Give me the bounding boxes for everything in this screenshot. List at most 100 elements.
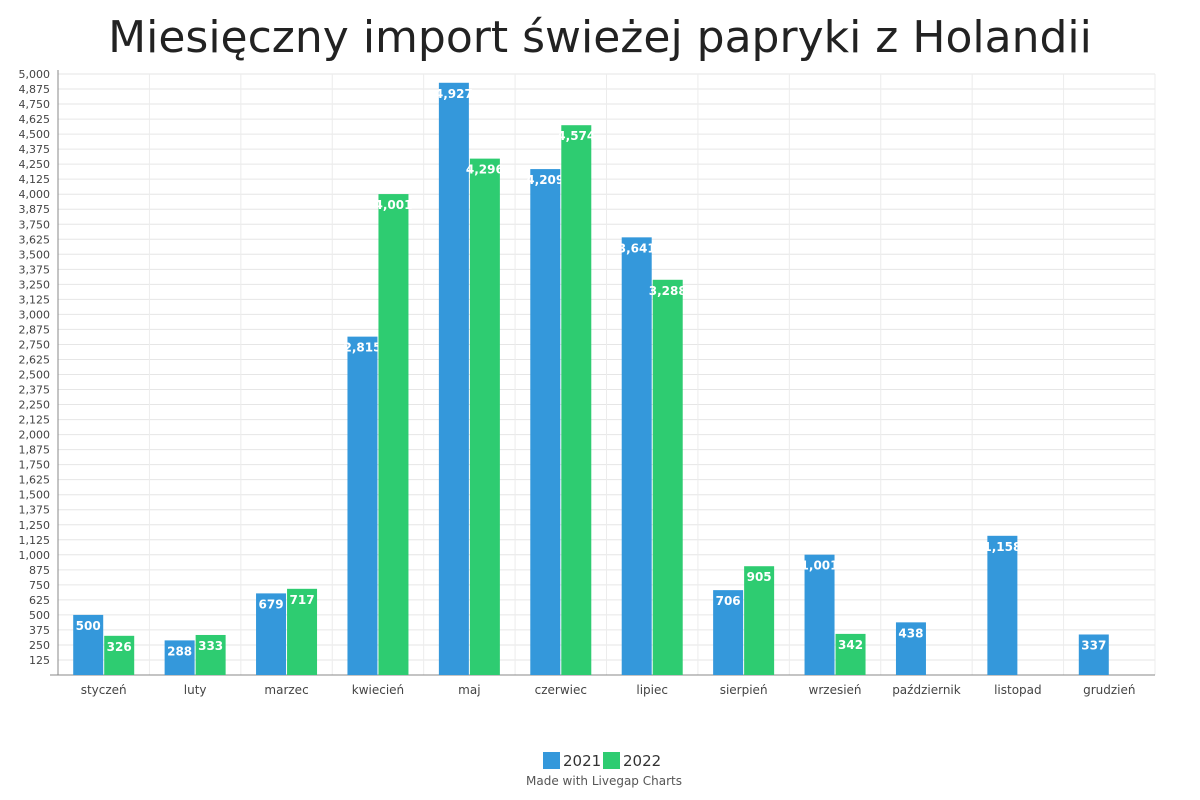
y-tick-label: 2,500 (19, 369, 51, 382)
x-category-label: listopad (994, 683, 1042, 697)
data-label: 438 (898, 626, 923, 640)
data-label: 905 (747, 570, 772, 584)
data-label: 679 (259, 597, 284, 611)
bar-2022-sierpień (744, 566, 775, 675)
legend-swatch-2021 (543, 752, 560, 769)
y-tick-label: 4,125 (19, 173, 51, 186)
bar-2021-październik (895, 622, 926, 675)
y-tick-label: 3,000 (19, 308, 51, 321)
chart-title: Miesięczny import świeżej papryki z Hola… (108, 12, 1092, 63)
axes (50, 70, 1155, 676)
y-tick-label: 3,500 (19, 248, 51, 261)
y-tick-label: 2,000 (19, 429, 51, 442)
y-tick-label: 1,375 (19, 504, 51, 517)
x-category-label: sierpień (720, 683, 768, 697)
bar-2022-kwiecień (378, 194, 409, 675)
data-label: 288 (167, 644, 192, 658)
y-tick-label: 1,000 (19, 549, 51, 562)
x-category-label: marzec (264, 683, 308, 697)
x-category-label: czerwiec (535, 683, 587, 697)
y-tick-label: 4,250 (19, 158, 51, 171)
y-tick-label: 3,375 (19, 263, 51, 276)
y-tick-label: 2,750 (19, 338, 51, 351)
bar-2022-luty (195, 634, 226, 675)
data-label: 706 (716, 594, 741, 608)
y-tick-label: 1,875 (19, 444, 51, 457)
y-tick-label: 750 (29, 579, 50, 592)
y-tick-label: 3,250 (19, 278, 51, 291)
x-category-label: grudzień (1083, 683, 1135, 697)
bars: 500 326 288 333 679 717 2,815 4,001 4,927 4,296 4,… (73, 82, 1109, 676)
legend: 2021 2022 (543, 752, 661, 770)
y-tick-label: 2,875 (19, 323, 51, 336)
x-category-label: styczeń (81, 683, 127, 697)
bar-2022-czerwiec (561, 125, 592, 675)
data-label: 337 (1081, 638, 1106, 652)
data-label: 3,641 (618, 241, 656, 255)
y-axis-ticks: 125 250 375 500 625 750 875 1,000 1,125 1,250 1,37… (19, 68, 51, 667)
data-label: 1,001 (801, 559, 839, 573)
y-tick-label: 375 (29, 624, 50, 637)
y-tick-label: 125 (29, 654, 50, 667)
x-category-label: październik (892, 683, 961, 697)
bar-2022-wrzesień (835, 633, 866, 675)
y-tick-label: 1,625 (19, 474, 51, 487)
data-label: 4,296 (466, 163, 504, 177)
bar-2021-styczeń (73, 614, 104, 675)
y-tick-label: 3,625 (19, 233, 51, 246)
x-category-label: luty (184, 683, 207, 697)
y-tick-label: 500 (29, 609, 50, 622)
y-tick-label: 4,875 (19, 83, 51, 96)
legend-swatch-2022 (603, 752, 620, 769)
y-tick-label: 3,750 (19, 218, 51, 231)
legend-label-2022: 2022 (623, 752, 661, 770)
x-category-label: lipiec (636, 683, 668, 697)
data-label: 342 (838, 638, 863, 652)
bar-2021-sierpień (713, 590, 744, 675)
bar-2022-maj (469, 158, 500, 676)
data-label: 4,001 (374, 198, 412, 212)
y-tick-label: 1,750 (19, 459, 51, 472)
x-axis-categories: styczeń luty marzec kwiecień maj czerwiec lipi… (81, 683, 1136, 697)
credit-text: Made with Livegap Charts (526, 774, 682, 788)
y-tick-label: 4,375 (19, 143, 51, 156)
bar-2021-listopad (987, 535, 1018, 675)
data-label: 326 (107, 640, 132, 654)
x-category-label: wrzesień (809, 683, 862, 697)
y-tick-label: 2,375 (19, 384, 51, 397)
bar-2021-luty (164, 640, 195, 675)
bar-2021-kwiecień (347, 336, 378, 675)
x-category-label: maj (458, 683, 480, 697)
legend-label-2021: 2021 (563, 752, 601, 770)
x-category-label: kwiecień (352, 683, 404, 697)
data-label: 500 (76, 619, 101, 633)
y-tick-label: 2,125 (19, 414, 51, 427)
data-label: 3,288 (649, 284, 687, 298)
y-tick-label: 3,125 (19, 293, 51, 306)
bar-2022-marzec (287, 588, 318, 675)
bar-2021-wrzesień (804, 554, 835, 675)
bar-2021-czerwiec (530, 169, 561, 676)
data-label: 2,815 (343, 341, 381, 355)
bar-2021-grudzień (1078, 634, 1109, 675)
data-label: 4,574 (557, 129, 595, 143)
y-tick-label: 625 (29, 594, 50, 607)
bar-2022-lipiec (652, 279, 683, 675)
data-label: 1,158 (983, 540, 1021, 554)
data-label: 4,209 (526, 173, 564, 187)
bar-2021-maj (438, 82, 469, 675)
data-label: 717 (290, 593, 315, 607)
bar-2022-styczeń (104, 635, 135, 675)
grid-lines (58, 73, 1156, 675)
y-tick-label: 5,000 (19, 68, 51, 81)
y-tick-label: 4,750 (19, 98, 51, 111)
y-tick-label: 3,875 (19, 203, 51, 216)
data-label: 4,927 (435, 87, 473, 101)
bar-2021-lipiec (621, 237, 652, 675)
y-tick-label: 1,250 (19, 519, 51, 532)
y-tick-label: 250 (29, 639, 50, 652)
bar-2021-marzec (256, 593, 287, 675)
y-tick-label: 2,250 (19, 399, 51, 412)
y-tick-label: 1,125 (19, 534, 51, 547)
